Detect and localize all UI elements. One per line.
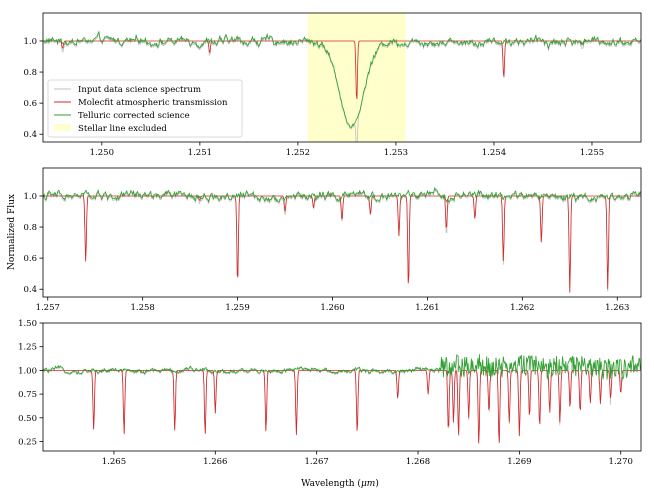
y-tick-label: 0.8: [23, 223, 37, 233]
y-tick-label: 0.25: [18, 438, 37, 448]
x-tick-label: 1.260: [320, 303, 344, 313]
x-tick-label: 1.269: [507, 457, 531, 467]
y-tick-label: 0.50: [18, 414, 37, 424]
x-axis-label: Wavelength (μm): [301, 478, 379, 489]
series-model: [43, 195, 641, 293]
x-tick-label: 1.254: [482, 148, 506, 158]
legend-swatch: [54, 124, 71, 131]
x-tick-label: 1.253: [384, 148, 408, 158]
series-model: [43, 369, 641, 444]
series-corrected: [43, 354, 641, 381]
legend-label: Input data science spectrum: [78, 85, 201, 95]
series-input: [43, 188, 641, 294]
panel-frame: [42, 12, 642, 143]
x-tick-label: 1.261: [415, 303, 439, 313]
panel-3: 1.265 1.266 1.267 1.268 1.269 1.270 0.25 0.50 0.…: [18, 319, 642, 467]
legend-label: Telluric corrected science: [78, 111, 190, 121]
panel-2: 1.257 1.258 1.259 1.260 1.261 1.262 1.263 0.4 0.…: [23, 167, 642, 313]
y-tick-label: 0.4: [23, 130, 37, 140]
y-axis-label: Normalized Flux: [7, 194, 17, 270]
series-corrected: [43, 186, 641, 204]
y-tick-label: 1.25: [18, 343, 37, 353]
legend-entry-excluded: Stellar line excluded: [54, 124, 167, 134]
legend-entry-model: Molecfit atmospheric transmission: [54, 98, 228, 108]
x-tick-label: 1.251: [188, 148, 212, 158]
y-tick-label: 0.6: [23, 99, 37, 109]
legend: Input data science spectrum Molecfit atmo…: [47, 79, 243, 138]
legend-label: Stellar line excluded: [78, 124, 167, 134]
x-tick-label: 1.267: [304, 457, 328, 467]
y-tick-label: 0.6: [23, 254, 37, 264]
y-tick-label: 1.50: [18, 319, 37, 329]
x-tick-label: 1.263: [605, 303, 629, 313]
y-tick-label: 0.4: [23, 285, 37, 295]
x-tick-label: 1.250: [90, 148, 114, 158]
panel-frame: [42, 167, 642, 298]
x-tick-label: 1.268: [406, 457, 430, 467]
x-tick-label: 1.257: [36, 303, 60, 313]
x-tick-label: 1.265: [102, 457, 126, 467]
x-tick-label: 1.270: [609, 457, 633, 467]
panel-1: 1.250 1.251 1.252 1.253 1.254 1.255 0.4 0.6 0.8 1…: [23, 12, 642, 158]
legend-entry-input: Input data science spectrum: [54, 85, 201, 95]
y-tick-label: 0.8: [23, 68, 37, 78]
y-tick-label: 1.00: [18, 366, 37, 376]
x-tick-label: 1.255: [580, 148, 604, 158]
y-tick-label: 1.0: [23, 37, 37, 47]
x-tick-label: 1.259: [225, 303, 249, 313]
x-tick-label: 1.252: [286, 148, 310, 158]
x-tick-label: 1.262: [510, 303, 534, 313]
legend-label: Molecfit atmospheric transmission: [78, 98, 228, 108]
x-tick-label: 1.266: [203, 457, 227, 467]
excluded-region: [307, 13, 406, 142]
y-tick-label: 0.75: [18, 390, 37, 400]
series-corrected: [43, 30, 641, 128]
series-input: [43, 356, 641, 444]
y-tick-label: 1.0: [23, 192, 37, 202]
legend-entry-corrected: Telluric corrected science: [54, 111, 190, 121]
x-tick-label: 1.258: [130, 303, 154, 313]
panel-frame: [42, 322, 642, 452]
